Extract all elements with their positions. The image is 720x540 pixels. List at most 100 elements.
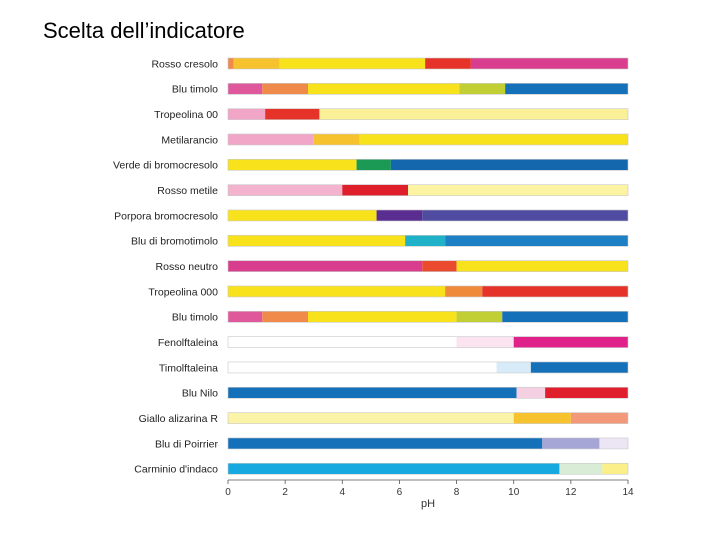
x-tick-label: 4 <box>340 487 346 498</box>
bar-outline <box>227 386 629 399</box>
color-segment <box>559 463 603 475</box>
indicator-bar <box>227 184 629 196</box>
indicator-label: Blu timolo <box>172 312 218 324</box>
bar-outline <box>227 361 629 374</box>
color-segment <box>228 58 234 69</box>
color-segment <box>228 83 263 95</box>
color-segment <box>570 412 628 424</box>
indicator-label: Blu di bromotimolo <box>131 236 218 248</box>
color-segment <box>376 209 423 221</box>
color-segment <box>228 463 560 475</box>
bar-outline <box>227 57 629 70</box>
color-segment <box>265 108 320 120</box>
color-segment <box>390 159 628 171</box>
bar-outline <box>227 108 629 120</box>
color-segment <box>342 184 408 196</box>
color-segment <box>459 83 506 95</box>
color-segment <box>228 437 543 449</box>
x-tick-label: 6 <box>397 487 403 498</box>
bar-outline <box>227 260 629 272</box>
color-segment <box>496 361 531 373</box>
indicator-bar <box>227 285 629 298</box>
color-segment <box>228 159 357 171</box>
indicator-bar <box>227 361 629 374</box>
color-segment <box>422 260 457 272</box>
color-segment <box>530 361 628 373</box>
indicator-bar <box>227 159 629 171</box>
color-segment <box>356 159 391 171</box>
color-segment <box>262 83 308 95</box>
indicator-bar <box>227 336 629 348</box>
color-segment <box>456 260 628 272</box>
indicator-bar <box>227 260 629 272</box>
indicator-label: Giallo alizarina R <box>139 413 219 425</box>
bar-outline <box>227 310 629 323</box>
indicator-bar <box>227 235 629 247</box>
x-tick-label: 2 <box>282 487 288 498</box>
page-title: Scelta dell’indicatore <box>43 18 245 43</box>
indicator-bar <box>227 133 629 146</box>
color-segment <box>228 387 517 399</box>
color-segment <box>542 437 600 449</box>
x-axis: 0 2 4 6 8 10 12 14 pH <box>225 479 634 510</box>
bar-outline <box>227 159 629 171</box>
indicator-label: Rosso neutro <box>156 261 219 273</box>
bar-outline <box>227 437 629 450</box>
indicator-bar <box>227 462 629 475</box>
indicator-bars <box>227 57 629 475</box>
bar-outline <box>227 235 629 247</box>
x-tick-label: 0 <box>225 487 231 498</box>
indicator-bar <box>227 412 629 424</box>
bar-outline <box>227 336 629 348</box>
indicator-label: Carminio d'indaco <box>134 464 218 476</box>
color-segment <box>313 133 360 145</box>
color-segment <box>228 311 263 323</box>
color-segment <box>228 336 457 348</box>
x-tick-label: 12 <box>565 487 577 498</box>
color-segment <box>445 285 483 297</box>
color-segment <box>308 83 460 95</box>
indicator-label: Tropeolina 00 <box>154 109 218 121</box>
indicator-labels: Rosso cresolo Blu timolo Tropeolina 00 Meti… <box>113 58 219 475</box>
indicator-bar <box>227 209 629 222</box>
color-segment <box>599 437 628 449</box>
color-segment <box>516 387 546 399</box>
color-segment <box>279 58 426 69</box>
color-segment <box>228 184 343 196</box>
color-segment <box>319 108 628 120</box>
indicator-label: Timolftaleina <box>159 362 218 374</box>
indicator-label: Metilarancio <box>161 134 218 146</box>
color-segment <box>228 412 514 424</box>
bar-outline <box>227 412 629 424</box>
indicator-bar <box>227 386 629 399</box>
color-segment <box>602 463 628 475</box>
indicator-label: Blu timolo <box>172 84 218 96</box>
color-segment <box>228 235 406 247</box>
indicator-label: Fenolftaleina <box>158 337 218 349</box>
color-segment <box>262 311 308 323</box>
color-segment <box>308 311 457 323</box>
indicator-bar <box>227 83 629 95</box>
indicator-label: Verde di bromocresolo <box>113 160 218 172</box>
indicator-bar <box>227 57 629 70</box>
bar-outline <box>227 184 629 196</box>
indicator-label: Rosso cresolo <box>151 58 218 70</box>
bar-outline <box>227 83 629 95</box>
x-axis-label: pH <box>421 498 435 510</box>
bar-outline <box>227 462 629 475</box>
indicator-label: Blu di Poirrier <box>155 438 219 450</box>
indicator-label: Tropeolina 000 <box>148 286 218 298</box>
indicator-bar <box>227 108 629 120</box>
color-segment <box>228 260 423 272</box>
color-segment <box>513 412 571 424</box>
color-segment <box>408 184 628 196</box>
bar-outline <box>227 209 629 222</box>
x-tick-label: 10 <box>508 487 520 498</box>
color-segment <box>228 209 377 221</box>
color-segment <box>456 336 514 348</box>
color-segment <box>422 209 628 221</box>
bar-outline <box>227 133 629 146</box>
indicator-label: Blu Nilo <box>182 388 218 400</box>
color-segment <box>482 285 628 297</box>
